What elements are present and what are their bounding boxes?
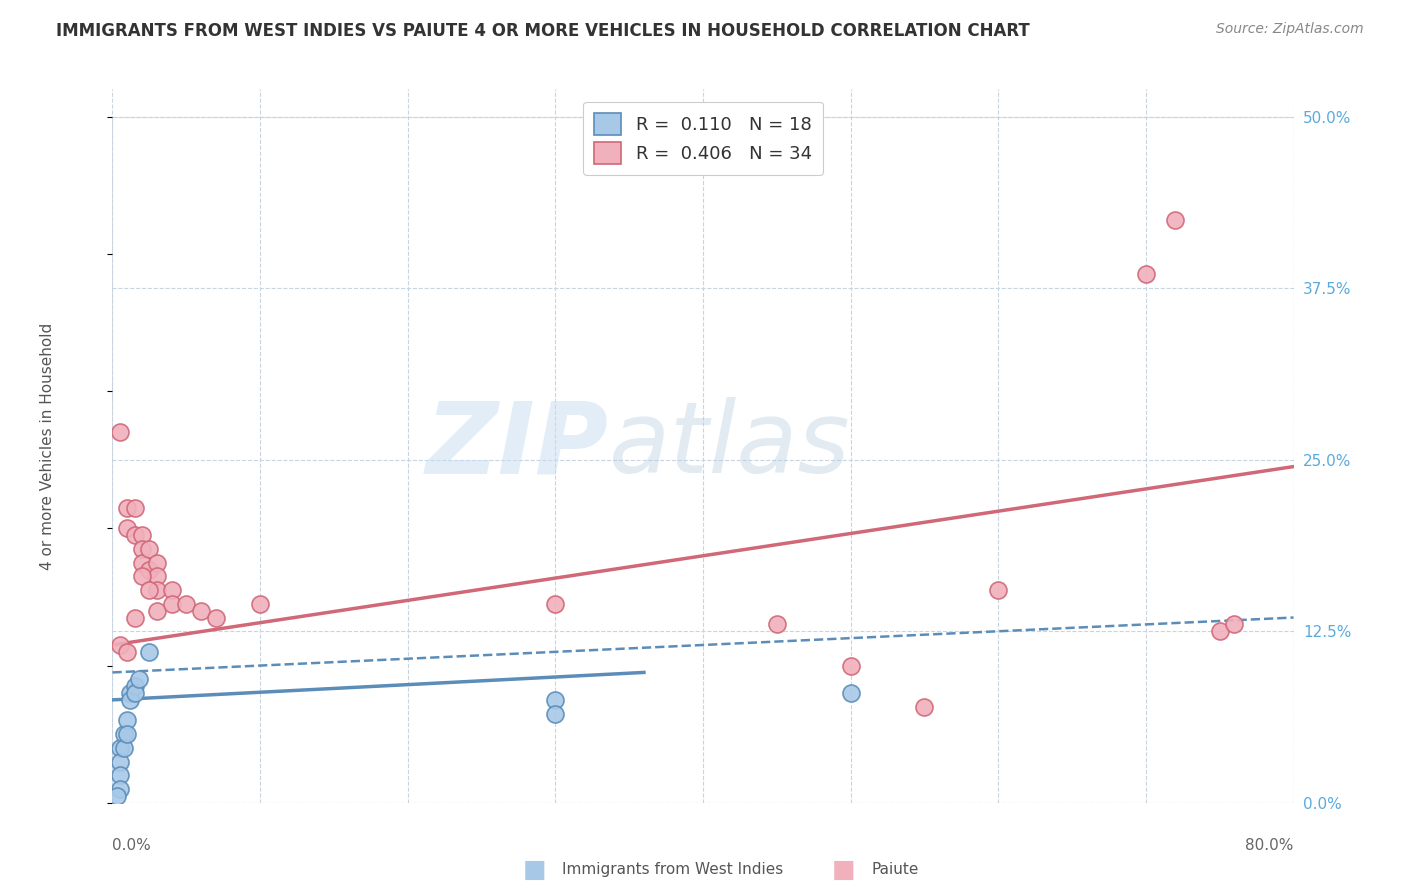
- Text: atlas: atlas: [609, 398, 851, 494]
- Point: [117, 500, 138, 515]
- Point: [839, 658, 862, 673]
- Point: [124, 610, 146, 624]
- Text: ■: ■: [832, 858, 855, 881]
- Point: [124, 686, 146, 700]
- Point: [205, 610, 228, 624]
- Point: [1208, 624, 1232, 639]
- Point: [105, 789, 128, 803]
- Point: [146, 556, 169, 570]
- Point: [138, 645, 160, 659]
- Point: [766, 617, 789, 632]
- Point: [108, 768, 131, 782]
- Point: [124, 679, 146, 693]
- Legend: R =  0.110   N = 18, R =  0.406   N = 34: R = 0.110 N = 18, R = 0.406 N = 34: [583, 102, 823, 175]
- Point: [117, 714, 138, 728]
- Point: [117, 521, 138, 535]
- Point: [120, 693, 142, 707]
- Text: 0.0%: 0.0%: [112, 838, 152, 854]
- Point: [544, 597, 567, 611]
- Point: [124, 500, 146, 515]
- Point: [112, 727, 135, 741]
- Point: [131, 528, 153, 542]
- Text: 4 or more Vehicles in Household: 4 or more Vehicles in Household: [39, 322, 55, 570]
- Point: [249, 597, 271, 611]
- Point: [839, 686, 862, 700]
- Point: [160, 597, 183, 611]
- Point: [108, 638, 131, 652]
- Text: ■: ■: [523, 858, 546, 881]
- Point: [160, 583, 183, 598]
- Point: [128, 673, 150, 687]
- Point: [117, 727, 138, 741]
- Point: [138, 541, 160, 556]
- Point: [914, 699, 936, 714]
- Point: [108, 782, 131, 797]
- Text: Source: ZipAtlas.com: Source: ZipAtlas.com: [1216, 22, 1364, 37]
- Point: [174, 597, 197, 611]
- Point: [131, 541, 153, 556]
- Point: [1223, 617, 1246, 632]
- Point: [131, 569, 153, 583]
- Point: [124, 528, 146, 542]
- Point: [120, 686, 142, 700]
- Point: [544, 706, 567, 721]
- Point: [131, 556, 153, 570]
- Point: [138, 562, 160, 576]
- Point: [108, 755, 131, 769]
- Point: [108, 425, 131, 440]
- Text: IMMIGRANTS FROM WEST INDIES VS PAIUTE 4 OR MORE VEHICLES IN HOUSEHOLD CORRELATIO: IMMIGRANTS FROM WEST INDIES VS PAIUTE 4 …: [56, 22, 1031, 40]
- Text: Paiute: Paiute: [872, 863, 920, 877]
- Point: [190, 604, 212, 618]
- Point: [1164, 212, 1187, 227]
- Text: Immigrants from West Indies: Immigrants from West Indies: [562, 863, 783, 877]
- Point: [146, 569, 169, 583]
- Point: [987, 583, 1010, 598]
- Point: [544, 693, 567, 707]
- Point: [138, 583, 160, 598]
- Point: [112, 740, 135, 755]
- Text: ZIP: ZIP: [426, 398, 609, 494]
- Point: [1135, 268, 1157, 282]
- Point: [108, 740, 131, 755]
- Point: [146, 604, 169, 618]
- Point: [117, 645, 138, 659]
- Point: [146, 583, 169, 598]
- Text: 80.0%: 80.0%: [1246, 838, 1294, 854]
